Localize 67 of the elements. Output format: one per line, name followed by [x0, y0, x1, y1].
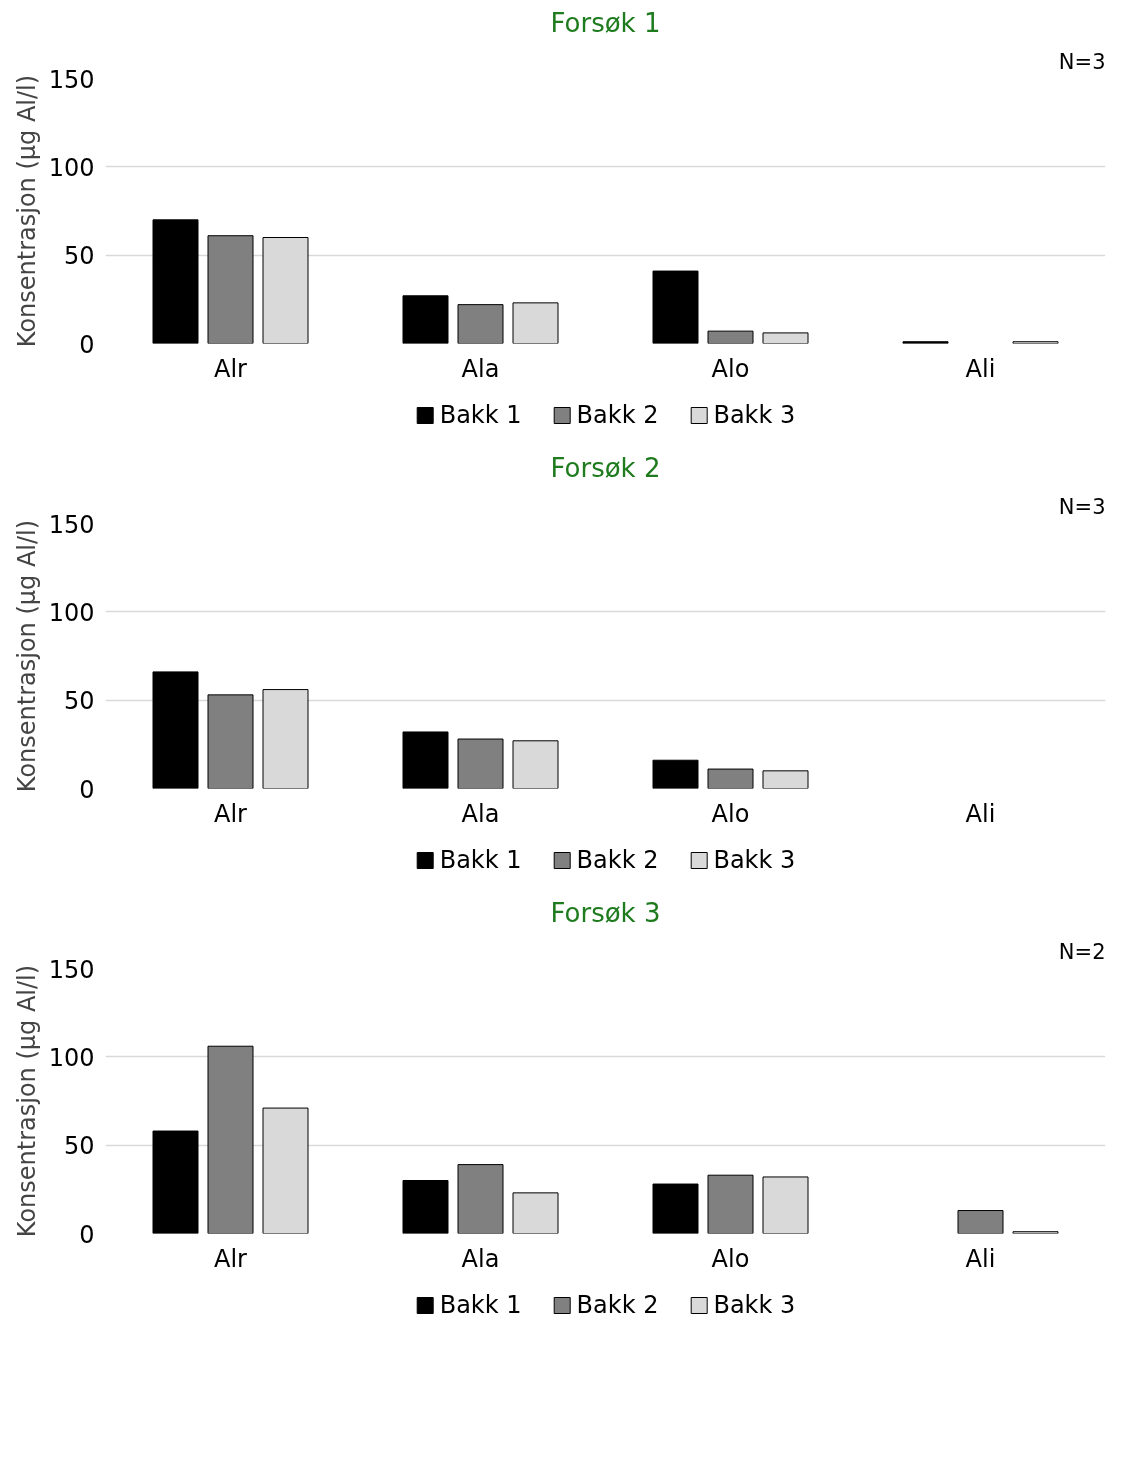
bar — [707, 768, 754, 789]
y-tick-label: 0 — [79, 1220, 95, 1249]
bar — [207, 235, 254, 344]
x-tick-label: Alr — [214, 799, 248, 828]
legend-label: Bakk 3 — [713, 401, 796, 429]
bar — [762, 1176, 809, 1234]
legend-label: Bakk 2 — [576, 1291, 659, 1319]
text: N=3 — [1058, 494, 1106, 519]
bar — [512, 740, 559, 789]
bar — [402, 1180, 449, 1234]
legend-label: Bakk 1 — [439, 1291, 522, 1319]
y-tick-label: 100 — [48, 153, 95, 182]
bar — [207, 1045, 254, 1234]
bar — [652, 759, 699, 789]
bar — [512, 1192, 559, 1234]
bar — [152, 219, 199, 344]
x-tick-label: Ala — [461, 799, 500, 828]
legend-label: Bakk 1 — [439, 846, 522, 874]
text: N=3 — [1058, 49, 1106, 74]
bar — [957, 1210, 1004, 1234]
x-tick-label: Ali — [965, 354, 996, 383]
y-tick-label: 150 — [48, 955, 95, 984]
text: N=2 — [1058, 939, 1106, 964]
bar — [152, 671, 199, 789]
y-tick-label: 100 — [48, 598, 95, 627]
bar — [652, 1183, 699, 1234]
x-tick-label: Alo — [711, 354, 750, 383]
bar — [652, 270, 699, 344]
chart-title: Forsøk 3 — [550, 897, 661, 928]
y-axis-title: Konsentrasjon (µg Al/l) — [12, 519, 41, 793]
bar — [762, 332, 809, 344]
y-axis-title: Konsentrasjon (µg Al/l) — [12, 74, 41, 348]
y-tick-label: 0 — [79, 330, 95, 359]
x-tick-label: Ali — [965, 799, 996, 828]
bar — [152, 1130, 199, 1234]
x-tick-label: Ala — [461, 1244, 500, 1273]
y-tick-label: 50 — [63, 242, 95, 271]
y-tick-label: 100 — [48, 1043, 95, 1072]
chart-title: Forsøk 1 — [550, 7, 661, 38]
bar — [707, 1174, 754, 1234]
bar — [457, 1164, 504, 1234]
y-axis-title: Konsentrasjon (µg Al/l) — [12, 964, 41, 1238]
legend-label: Bakk 1 — [439, 401, 522, 429]
y-tick-label: 0 — [79, 775, 95, 804]
legend-label: Bakk 2 — [576, 401, 659, 429]
chart-title: Forsøk 2 — [550, 452, 661, 483]
bar — [762, 770, 809, 789]
y-tick-label: 150 — [48, 510, 95, 539]
x-tick-label: Alr — [214, 354, 248, 383]
legend-label: Bakk 3 — [713, 1291, 796, 1319]
bar — [457, 738, 504, 789]
bar — [512, 302, 559, 344]
legend-label: Bakk 3 — [713, 846, 796, 874]
bar — [402, 295, 449, 344]
bar — [457, 304, 504, 344]
x-tick-label: Ali — [965, 1244, 996, 1273]
x-tick-label: Ala — [461, 354, 500, 383]
y-tick-label: 150 — [48, 65, 95, 94]
y-tick-label: 50 — [63, 1132, 95, 1161]
bar — [207, 694, 254, 789]
bar — [707, 330, 754, 344]
x-tick-label: Alo — [711, 1244, 750, 1273]
legend-label: Bakk 2 — [576, 846, 659, 874]
x-tick-label: Alr — [214, 1244, 248, 1273]
bar — [402, 731, 449, 789]
x-tick-label: Alo — [711, 799, 750, 828]
y-tick-label: 50 — [63, 687, 95, 716]
